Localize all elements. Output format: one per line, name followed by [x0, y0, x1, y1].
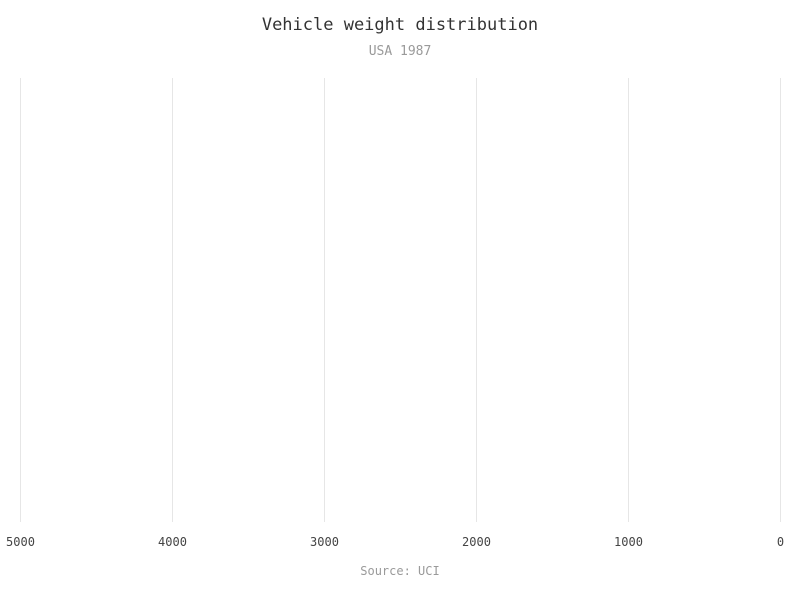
- chart-subtitle: USA 1987: [368, 44, 432, 59]
- chart-title: Vehicle weight distribution: [261, 15, 539, 35]
- x-tick-label: 1000: [614, 535, 643, 549]
- x-tick-label: 5000: [6, 535, 35, 549]
- x-tick-label: 0: [777, 535, 784, 549]
- x-axis-ticks: 5000 4000 3000 2000 1000 0: [6, 535, 784, 549]
- chart-source: Source: UCI: [360, 564, 440, 578]
- grid-lines: [20, 78, 781, 522]
- x-tick-label: 4000: [158, 535, 187, 549]
- x-tick-label: 2000: [462, 535, 491, 549]
- x-tick-label: 3000: [310, 535, 339, 549]
